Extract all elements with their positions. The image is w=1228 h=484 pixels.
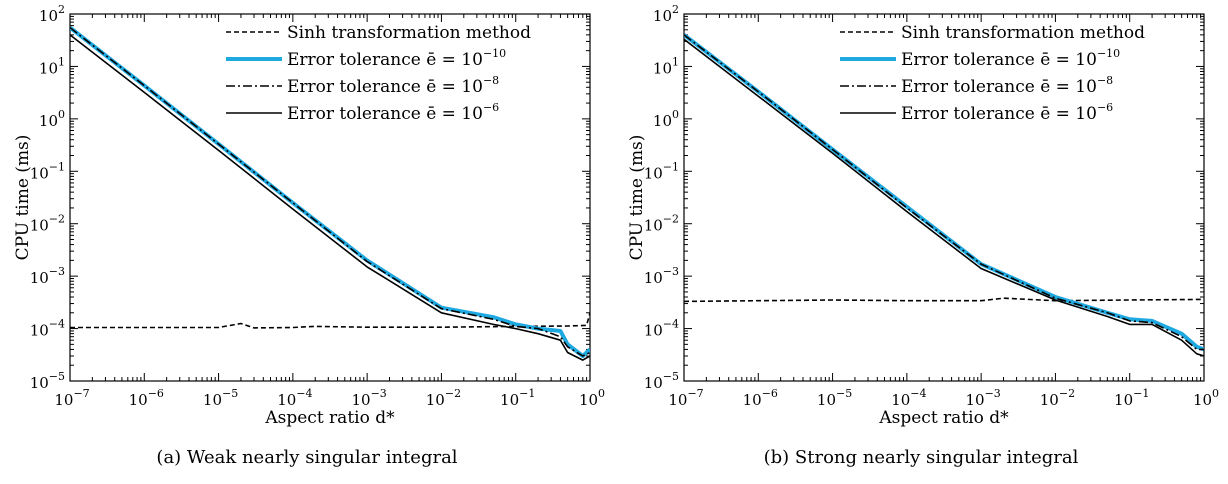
axis-ticks (69, 13, 591, 382)
y-tick-label: 10−3 (30, 265, 65, 287)
y-tick-label: 10−4 (30, 318, 65, 340)
y-tick-label: 10−5 (644, 370, 679, 392)
x-tick-label: 10−1 (500, 387, 535, 409)
x-tick-label: 100 (579, 387, 605, 409)
series-line-3 (684, 38, 1204, 357)
axis-ticks (683, 13, 1205, 382)
legend: Sinh transformation method Error toleranc… (226, 23, 531, 124)
y-axis-label: CPU time (ms) (627, 135, 647, 261)
x-axis-label: Aspect ratio d* (264, 408, 395, 428)
x-axis-label: Aspect ratio d* (878, 408, 1009, 428)
legend-label-3: Error tolerance ē = 10−6 (901, 101, 1113, 124)
y-tick-label: 100 (39, 108, 65, 130)
y-tick-label: 101 (39, 55, 65, 77)
y-tick-label: 10−2 (30, 213, 65, 235)
x-tick-label: 10−2 (1040, 387, 1075, 409)
series-line-2 (70, 26, 590, 357)
series-line-0 (70, 312, 590, 329)
legend-label-0: Sinh transformation method (287, 23, 531, 43)
legend: Sinh transformation method Error toleranc… (840, 23, 1145, 124)
y-tick-label: 10−5 (30, 370, 65, 392)
x-tick-label: 10−5 (203, 387, 238, 409)
y-tick-label: 100 (653, 108, 679, 130)
series-line-0 (684, 297, 1204, 303)
y-tick-label: 102 (39, 3, 65, 25)
y-tick-label: 10−1 (644, 160, 679, 182)
legend-label-3: Error tolerance ē = 10−6 (287, 101, 499, 124)
caption-strong-integral: (b) Strong nearly singular integral (763, 447, 1079, 468)
y-tick-label: 102 (653, 3, 679, 25)
x-tick-label: 10−6 (129, 387, 164, 409)
x-tick-label: 10−4 (277, 387, 312, 409)
x-tick-label: 10−3 (351, 387, 386, 409)
plot-frame (69, 13, 591, 382)
plot-frame (683, 13, 1205, 382)
x-tick-label: 10−5 (817, 387, 852, 409)
legend-label-1: Error tolerance ē = 10−10 (287, 47, 506, 70)
x-tick-label: 10−2 (426, 387, 461, 409)
series-line-2 (684, 34, 1204, 351)
x-tick-label: 10−6 (743, 387, 778, 409)
legend-label-1: Error tolerance ē = 10−10 (901, 47, 1120, 70)
chart-weak-integral: 10−7 10−6 10−5 10−4 10−3 10−2 10−1 100 10−5 10−4 1… (13, 3, 605, 428)
chart-strong-integral: 10−7 10−6 10−5 10−4 10−3 10−2 10−1 100 10−5 10−4 1… (627, 3, 1219, 428)
legend-label-2: Error tolerance ē = 10−8 (287, 74, 499, 97)
x-tick-label: 10−7 (668, 387, 703, 409)
x-tick-label: 10−4 (891, 387, 926, 409)
x-tick-label: 10−1 (1114, 387, 1149, 409)
series-line-3 (70, 34, 590, 361)
y-axis-label: CPU time (ms) (13, 135, 33, 261)
x-tick-label: 100 (1193, 387, 1219, 409)
legend-label-0: Sinh transformation method (901, 23, 1145, 43)
y-tick-label: 10−4 (644, 318, 679, 340)
y-tick-label: 10−3 (644, 265, 679, 287)
y-tick-label: 10−1 (30, 160, 65, 182)
x-tick-label: 10−3 (965, 387, 1000, 409)
y-tick-label: 10−2 (644, 213, 679, 235)
legend-label-2: Error tolerance ē = 10−8 (901, 74, 1113, 97)
x-tick-label: 10−7 (54, 387, 89, 409)
caption-weak-integral: (a) Weak nearly singular integral (156, 447, 458, 468)
y-tick-label: 101 (653, 55, 679, 77)
